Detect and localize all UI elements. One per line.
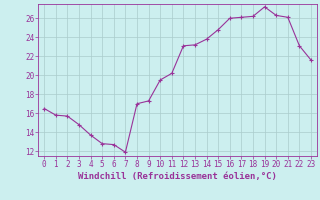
- X-axis label: Windchill (Refroidissement éolien,°C): Windchill (Refroidissement éolien,°C): [78, 172, 277, 181]
